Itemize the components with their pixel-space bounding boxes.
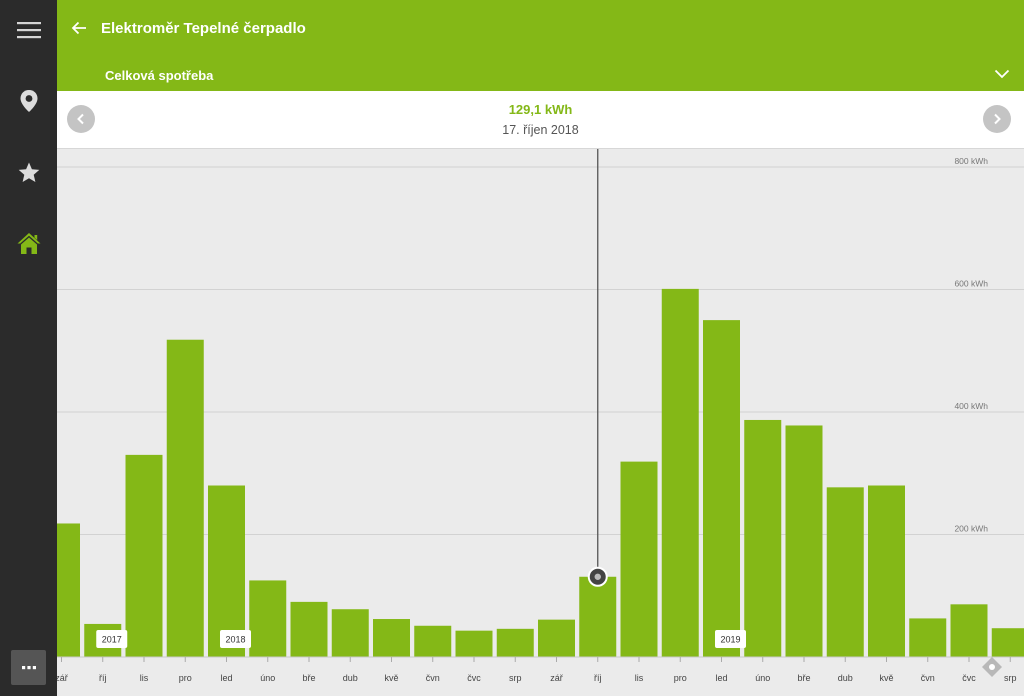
view-dropdown-button[interactable]	[992, 65, 1012, 83]
x-tick-label: lis	[140, 673, 149, 683]
sidebar-item-favorites[interactable]	[0, 151, 57, 195]
location-pin-icon	[20, 90, 37, 112]
sidebar	[0, 0, 57, 696]
bar	[950, 604, 988, 657]
bar	[661, 288, 699, 657]
x-tick-label: úno	[755, 673, 770, 683]
menu-icon	[16, 22, 41, 39]
sidebar-item-locations[interactable]	[0, 79, 57, 123]
x-tick-label: úno	[260, 673, 275, 683]
year-marker-bg	[220, 630, 251, 648]
bar	[125, 454, 163, 657]
y-tick-label: 800 kWh	[954, 156, 988, 166]
bar	[538, 619, 575, 657]
chevron-right-icon	[994, 113, 1001, 125]
sidebar-item-home[interactable]	[0, 221, 57, 265]
previous-period-button[interactable]	[67, 105, 95, 133]
bar	[744, 419, 782, 657]
y-tick-label: 600 kWh	[954, 279, 988, 289]
x-tick-label: čvn	[921, 673, 935, 683]
bar	[868, 485, 905, 657]
x-tick-label: lis	[635, 673, 644, 683]
y-tick-label: 400 kWh	[954, 401, 988, 411]
bar	[909, 618, 947, 657]
year-marker-label: 2017	[102, 635, 122, 645]
bar	[826, 487, 864, 657]
x-tick-label: led	[715, 673, 727, 683]
bar	[455, 630, 493, 657]
year-marker-bg	[715, 630, 746, 648]
y-tick-label: 200 kWh	[954, 524, 988, 534]
x-tick-label: dub	[838, 673, 853, 683]
x-tick-label: čvc	[962, 673, 976, 683]
x-tick-label: srp	[509, 673, 522, 683]
bar	[414, 625, 452, 657]
bar	[703, 320, 740, 657]
x-tick-label: pro	[674, 673, 687, 683]
x-tick-label: zář	[550, 673, 564, 683]
back-button[interactable]	[65, 14, 93, 42]
bar	[57, 523, 80, 657]
year-marker-label: 2019	[720, 635, 740, 645]
next-period-button[interactable]	[983, 105, 1011, 133]
app-header: Elektroměr Tepelné čerpadlo	[57, 0, 1024, 57]
menu-button[interactable]	[0, 8, 57, 52]
x-tick-label: pro	[179, 673, 192, 683]
bar	[785, 425, 823, 657]
scroll-indicator-dot	[989, 664, 995, 670]
bar	[208, 485, 245, 657]
view-selector[interactable]: Celková spotřeba	[57, 57, 1024, 91]
chevron-down-icon	[994, 69, 1010, 79]
more-icon	[21, 665, 36, 669]
value-readout: 129,1 kWh 17. říjen 2018	[57, 91, 1024, 149]
selection-handle-dot	[594, 573, 601, 580]
x-tick-label: čvc	[467, 673, 481, 683]
arrow-left-icon	[71, 21, 86, 35]
x-tick-label: kvě	[879, 673, 893, 683]
bar	[166, 339, 204, 657]
year-marker-label: 2018	[225, 635, 245, 645]
x-tick-label: říj	[99, 673, 107, 683]
bar	[331, 609, 369, 657]
chevron-left-icon	[77, 113, 84, 125]
page-title: Elektroměr Tepelné čerpadlo	[101, 20, 306, 37]
x-tick-label: dub	[343, 673, 358, 683]
selected-value: 129,1 kWh	[508, 102, 573, 117]
x-tick-label: led	[220, 673, 232, 683]
bar	[249, 580, 287, 657]
x-tick-label: bře	[797, 673, 810, 683]
x-tick-label: říj	[594, 673, 602, 683]
bar	[579, 576, 617, 657]
bar	[496, 628, 534, 657]
x-tick-label: bře	[302, 673, 315, 683]
more-button[interactable]	[11, 650, 46, 685]
x-tick-label: kvě	[384, 673, 398, 683]
bar	[290, 601, 328, 657]
year-marker-bg	[96, 630, 128, 648]
bar	[373, 619, 410, 657]
home-icon	[17, 233, 40, 254]
scroll-indicator-icon	[982, 657, 1002, 677]
x-tick-label: zář	[57, 673, 69, 683]
x-tick-label: srp	[1004, 673, 1017, 683]
selected-date: 17. říjen 2018	[502, 123, 579, 137]
bar	[620, 461, 658, 657]
bar	[991, 628, 1024, 657]
view-selector-label: Celková spotřeba	[105, 68, 214, 83]
x-tick-label: čvn	[426, 673, 440, 683]
star-icon	[18, 162, 39, 182]
